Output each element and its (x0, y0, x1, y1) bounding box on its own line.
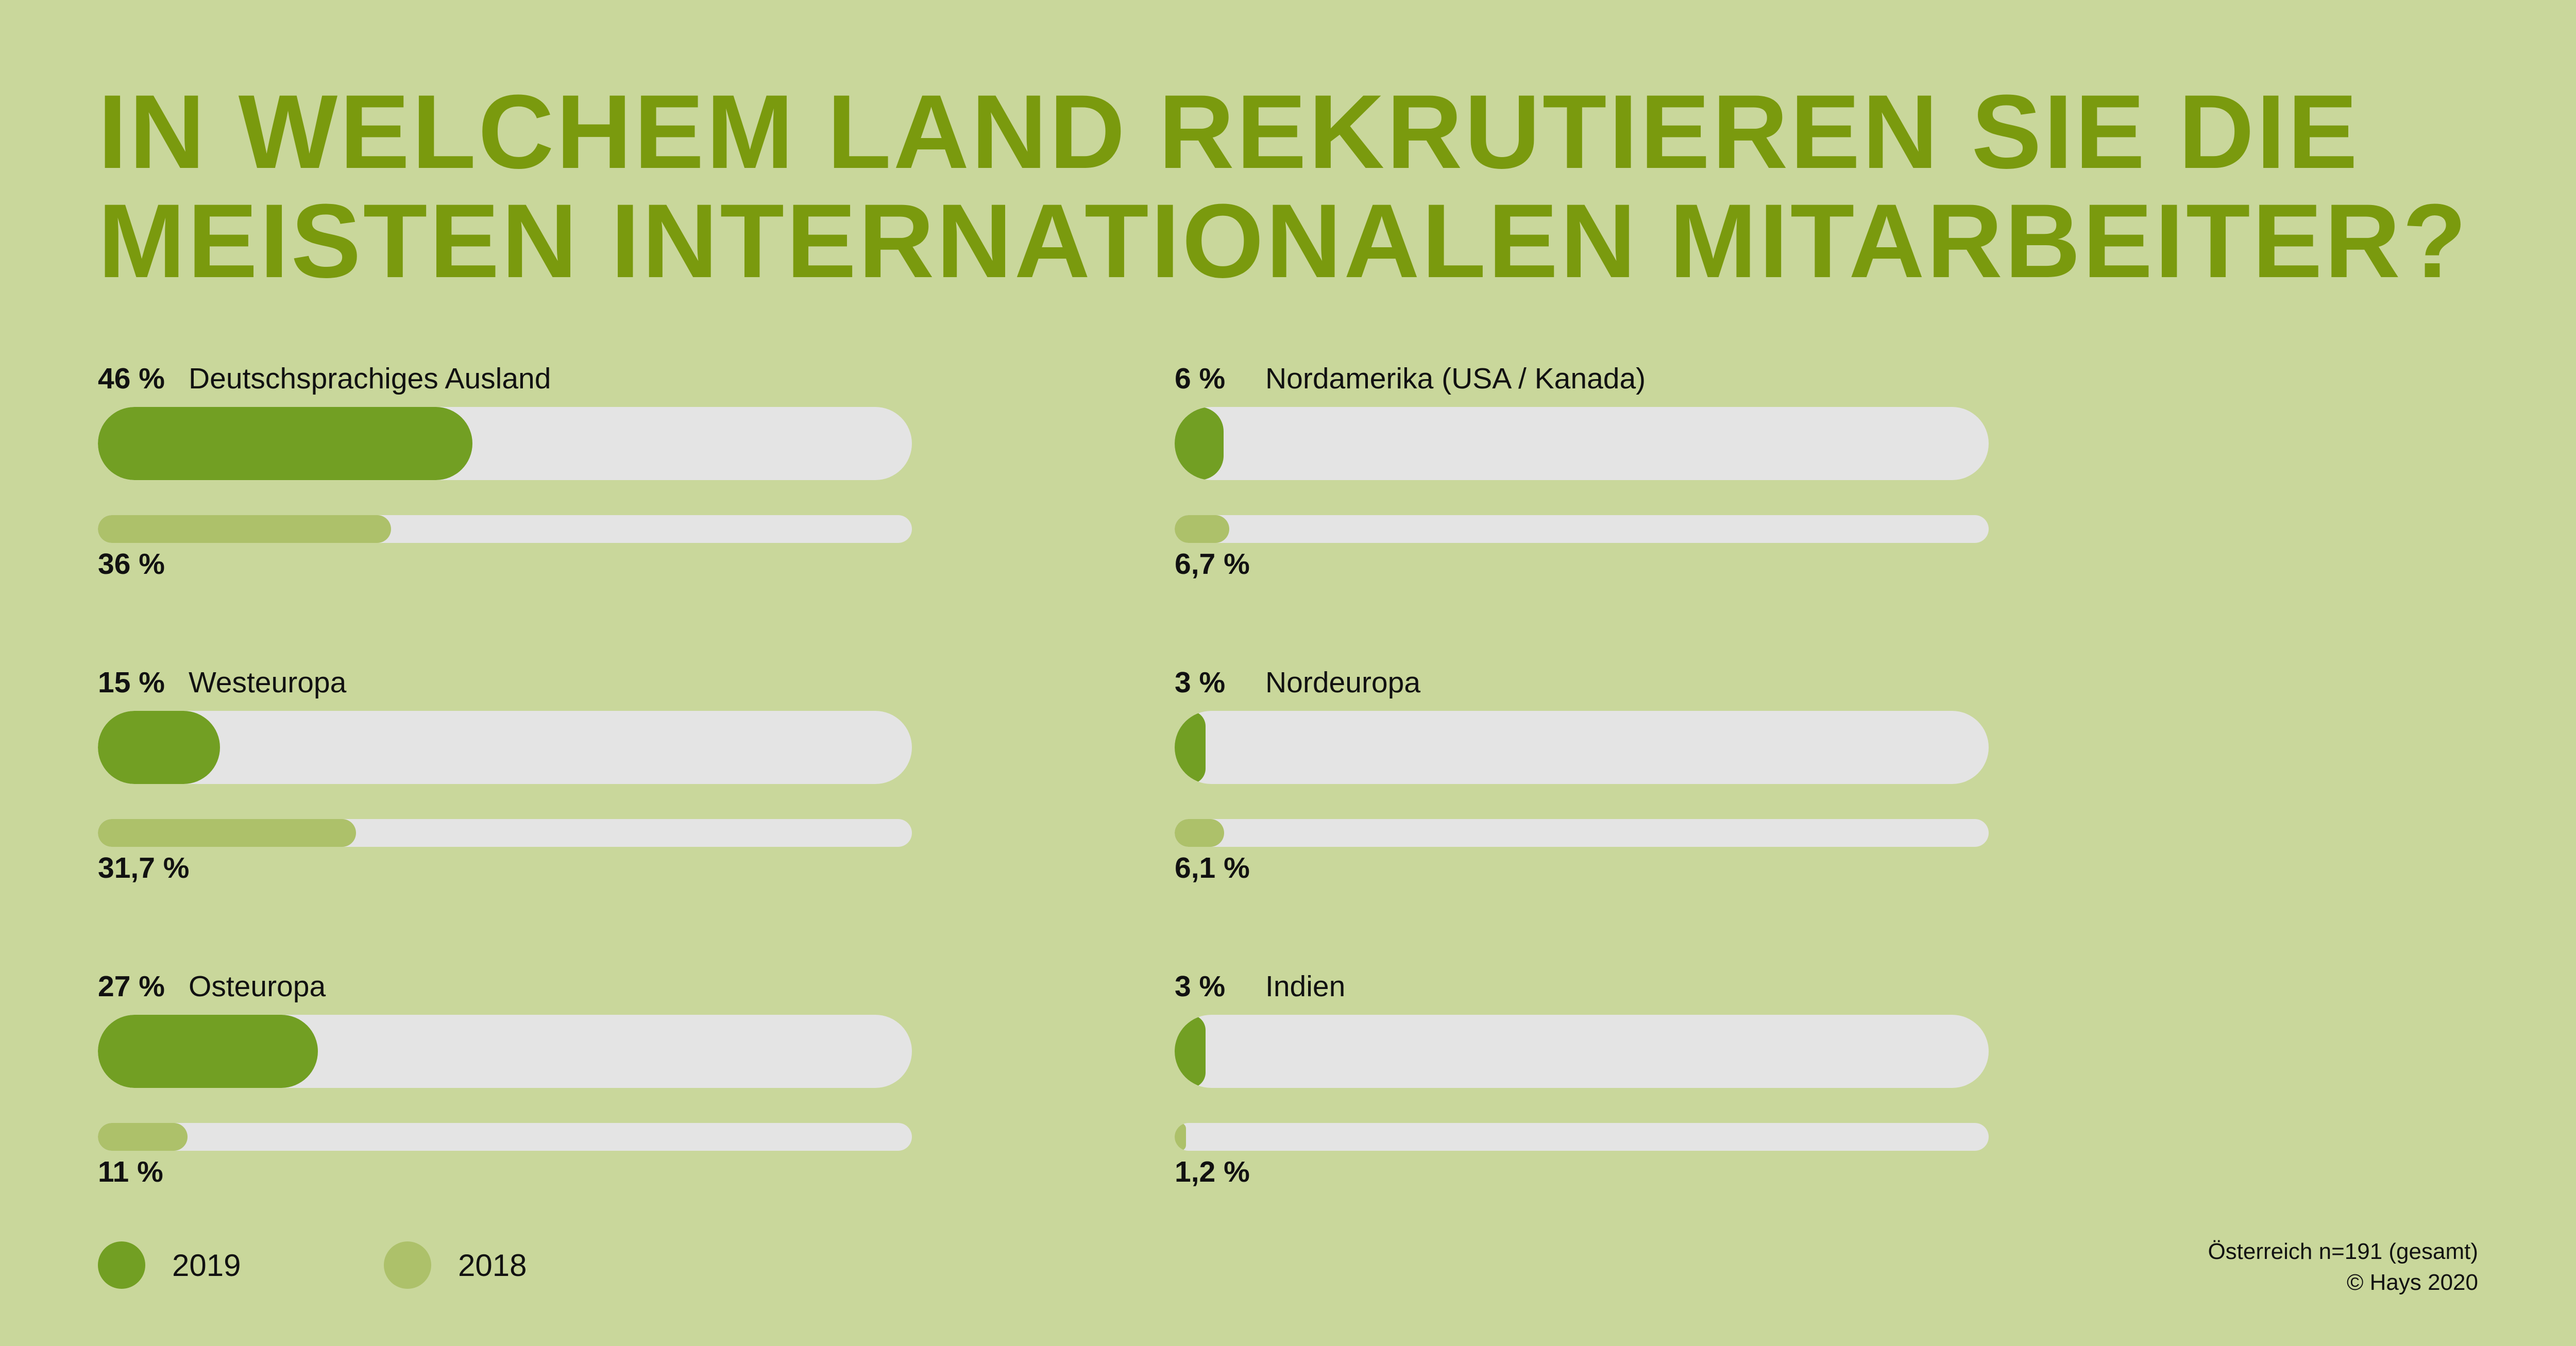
value-label-2018: 31,7 % (98, 851, 190, 884)
bar-track-2018 (98, 819, 912, 847)
bar-2019 (98, 407, 472, 480)
bar-track-2018 (1175, 515, 1989, 543)
bar-2019 (1175, 407, 1224, 480)
bar-track-2019 (98, 711, 912, 784)
bar-2018 (1175, 1123, 1186, 1151)
bar-2018 (1175, 819, 1225, 847)
bar-track-2018 (1175, 1123, 1989, 1151)
title-line-2: MEISTEN INTERNATIONALEN MITARBEITER? (98, 182, 2469, 300)
bar-2019 (98, 711, 220, 784)
bar-group: 27 % Osteuropa 11 % (98, 968, 912, 1188)
bar-track-2018 (98, 515, 912, 543)
category-label-row: 27 % Osteuropa (98, 968, 326, 1004)
bar-track-2019 (98, 1015, 912, 1088)
footnote: Österreich n=191 (gesamt) © Hays 2020 (2208, 1236, 2478, 1298)
category-label-row: 3 % Indien (1175, 968, 1345, 1004)
chart-title: IN WELCHEM LAND REKRUTIEREN SIE DIE MEIS… (98, 77, 2468, 296)
bar-2019 (98, 1015, 318, 1088)
value-label-2018: 6,1 % (1175, 851, 1250, 884)
category-label-row: 15 % Westeuropa (98, 665, 346, 701)
bar-2019 (1175, 1015, 1206, 1088)
bar-group: 6 % Nordamerika (USA / Kanada) 6,7 % (1175, 361, 1989, 581)
category-label-row: 46 % Deutschsprachiges Ausland (98, 361, 551, 397)
title-line-1: IN WELCHEM LAND REKRUTIEREN SIE DIE (98, 73, 2360, 191)
category-label: Indien (1265, 970, 1346, 1003)
value-label-2018: 11 % (98, 1155, 163, 1188)
bar-track-2018 (98, 1123, 912, 1151)
bar-2018 (1175, 515, 1229, 543)
legend-item-2019: 2019 (98, 1241, 241, 1289)
legend-swatch-2018 (384, 1241, 431, 1289)
value-label-2019: 3 % (1175, 970, 1226, 1003)
value-label-2019: 6 % (1175, 362, 1226, 395)
category-label-row: 3 % Nordeuropa (1175, 665, 1420, 701)
bar-2018 (98, 1123, 188, 1151)
value-label-2019: 3 % (1175, 666, 1226, 699)
bar-group: 46 % Deutschsprachiges Ausland 36 % (98, 361, 912, 581)
category-label: Osteuropa (189, 970, 326, 1003)
value-label-2019: 15 % (98, 666, 165, 699)
value-label-2019: 46 % (98, 362, 165, 395)
category-label: Nordeuropa (1265, 666, 1421, 699)
footnote-sample: Österreich n=191 (gesamt) (2208, 1239, 2478, 1264)
legend-item-2018: 2018 (384, 1241, 527, 1289)
bar-group: 3 % Indien 1,2 % (1175, 968, 1989, 1188)
bar-track-2018 (1175, 819, 1989, 847)
bar-track-2019 (1175, 1015, 1989, 1088)
category-label-row: 6 % Nordamerika (USA / Kanada) (1175, 361, 1646, 397)
bar-track-2019 (98, 407, 912, 480)
bar-2018 (98, 515, 391, 543)
value-label-2018: 1,2 % (1175, 1155, 1250, 1188)
category-label: Westeuropa (189, 666, 347, 699)
bar-group: 15 % Westeuropa 31,7 % (98, 665, 912, 884)
bar-2018 (98, 819, 356, 847)
category-label: Deutschsprachiges Ausland (189, 362, 551, 395)
bar-2019 (1175, 711, 1206, 784)
legend-label-2019: 2019 (172, 1248, 241, 1283)
bar-track-2019 (1175, 407, 1989, 480)
value-label-2018: 36 % (98, 548, 165, 581)
bar-track-2019 (1175, 711, 1989, 784)
legend-swatch-2019 (98, 1241, 145, 1289)
category-label: Nordamerika (USA / Kanada) (1265, 362, 1646, 395)
bar-group: 3 % Nordeuropa 6,1 % (1175, 665, 1989, 884)
value-label-2018: 6,7 % (1175, 548, 1250, 581)
value-label-2019: 27 % (98, 970, 165, 1003)
footnote-copyright: © Hays 2020 (2347, 1270, 2478, 1295)
legend-label-2018: 2018 (458, 1248, 527, 1283)
